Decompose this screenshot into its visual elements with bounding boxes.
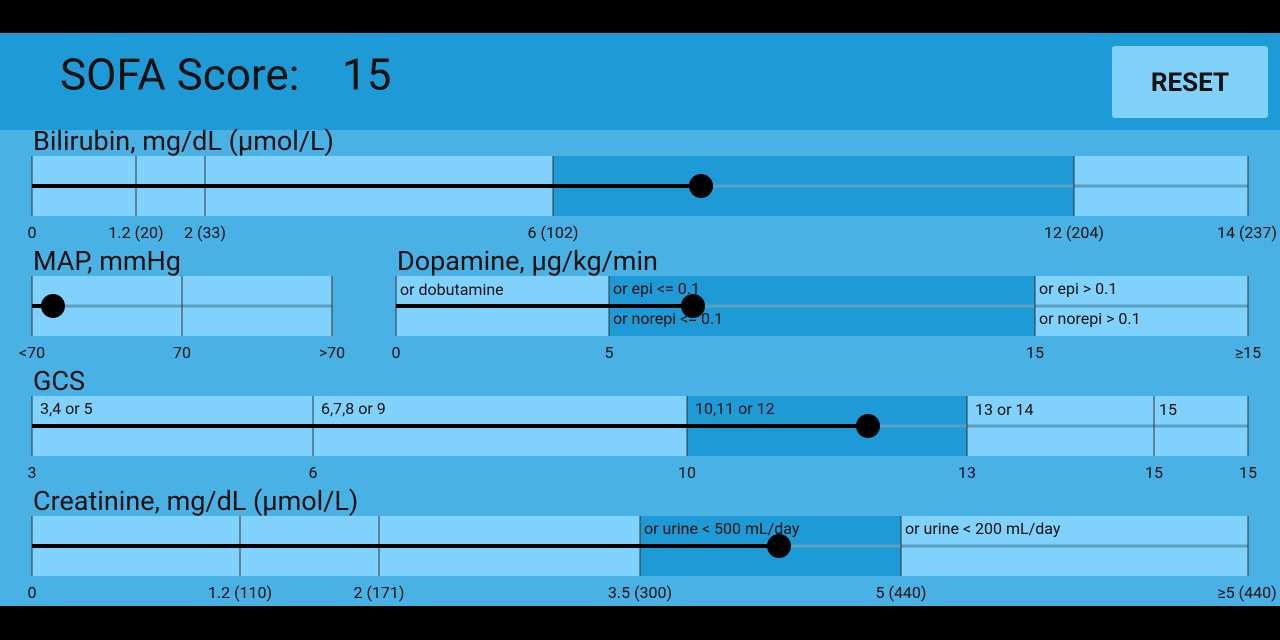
tick-label: 3 [28, 463, 37, 482]
tick-label: ≥5 (440) [1217, 583, 1276, 602]
tick-label: 1.2 (20) [108, 223, 163, 242]
reset-button[interactable] [1112, 46, 1268, 118]
slider-thumb[interactable] [689, 174, 713, 198]
segment-label: 3,4 or 5 [40, 399, 93, 418]
slider-label: MAP, mmHg [33, 245, 181, 277]
tick-label: 6 (102) [528, 223, 579, 242]
tick-label: 15 [1026, 343, 1044, 362]
segment-label: 10,11 or 12 [695, 399, 775, 418]
tick-label: 2 (33) [184, 223, 226, 242]
tick-label: 14 (237) [1217, 223, 1277, 242]
tick-label: >70 [319, 343, 345, 362]
title: SOFA Score: [60, 49, 299, 101]
segment-label: 13 or 14 [975, 400, 1033, 419]
slider-label: Creatinine, mg/dL (µmol/L) [33, 485, 358, 517]
tick-label: 2 (171) [354, 583, 405, 602]
tick-label: 12 (204) [1044, 223, 1104, 242]
slider-thumb[interactable] [767, 534, 791, 558]
segment-label: or norepi > 0.1 [1039, 309, 1141, 328]
tick-label: 5 (440) [876, 583, 927, 602]
segment-label: or epi > 0.1 [1039, 279, 1117, 298]
score: 15 [342, 49, 391, 101]
sliders: Bilirubin, mg/dL (µmol/L) 0 1.2 (20) 2 (33)… [19, 125, 1277, 602]
segment-label: or dobutamine [400, 280, 504, 299]
tick-label: 15 [1145, 463, 1163, 482]
tick-label: 5 [605, 343, 614, 362]
slider-label: Dopamine, µg/kg/min [397, 245, 658, 277]
tick-label: <70 [19, 343, 45, 362]
slider-thumb[interactable] [41, 294, 65, 318]
tick-label: 0 [392, 343, 401, 362]
segment-label: or epi <= 0.1 [613, 279, 700, 298]
tick-label: 13 [958, 463, 976, 482]
tick-label: 70 [173, 343, 191, 362]
reset-label[interactable]: RESET [1151, 68, 1229, 98]
segment-label: 15 [1159, 400, 1177, 419]
header-bar [0, 33, 1280, 130]
slider-thumb[interactable] [681, 294, 705, 318]
segment-label: or norepi <= 0.1 [613, 309, 723, 328]
slider-thumb[interactable] [856, 414, 880, 438]
tick-label: 15 [1239, 463, 1257, 482]
tick-label: ≥15 [1235, 343, 1261, 362]
slider-label: Bilirubin, mg/dL (µmol/L) [33, 125, 334, 157]
slider-label: GCS [33, 365, 85, 397]
tick-label: 3.5 (300) [608, 583, 672, 602]
segment-label: or urine < 200 mL/day [905, 519, 1061, 538]
tick-label: 10 [678, 463, 696, 482]
segment-label: or urine < 500 mL/day [644, 519, 800, 538]
tick-label: 1.2 (110) [208, 583, 272, 602]
segment-label: 6,7,8 or 9 [321, 399, 386, 418]
tick-label: 6 [309, 463, 318, 482]
tick-label: 0 [28, 583, 37, 602]
tick-label: 0 [28, 223, 37, 242]
